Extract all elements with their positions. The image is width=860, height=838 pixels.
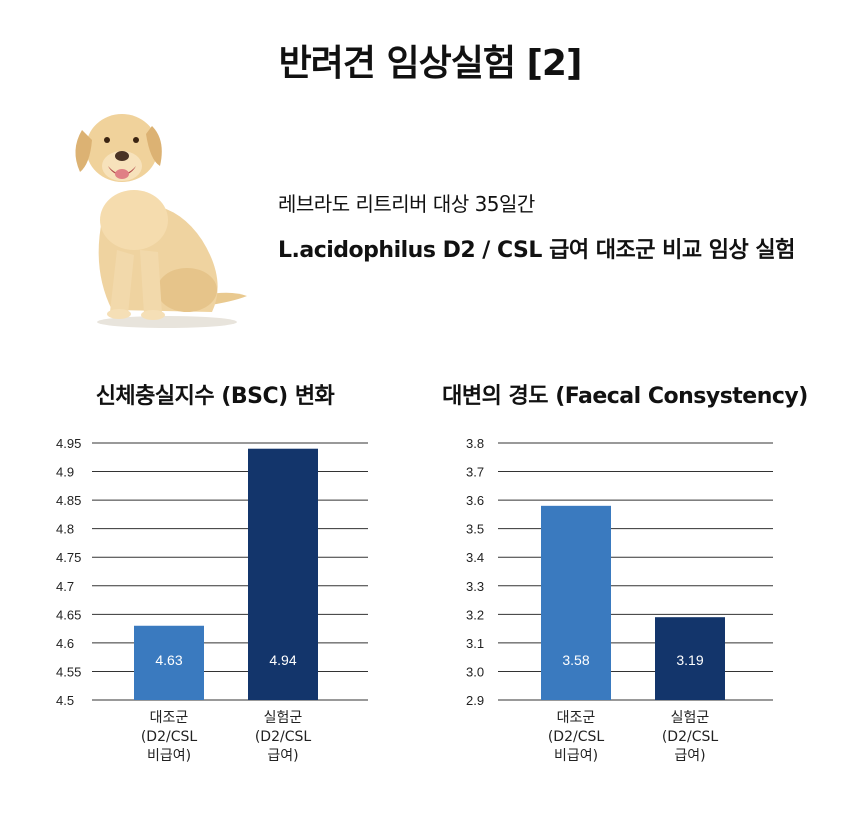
faecal-chart-title: 대변의 경도 (Faecal Consystency): [442, 384, 808, 409]
category-label: 실험군: [671, 710, 710, 726]
y-tick-label: 3.5: [466, 522, 484, 537]
y-tick-label: 3.1: [466, 636, 484, 651]
category-label: (D2/CSL: [662, 729, 719, 745]
bar: [655, 617, 725, 700]
bar-value-label: 3.58: [562, 652, 589, 668]
y-tick-label: 4.8: [56, 522, 74, 537]
y-tick-label: 4.7: [56, 579, 74, 594]
category-label: 급여): [674, 748, 705, 764]
bar: [248, 448, 318, 700]
category-label: (D2/CSL: [548, 729, 605, 745]
bar-value-label: 3.19: [676, 652, 703, 668]
y-tick-label: 4.6: [56, 636, 74, 651]
y-tick-label: 3.4: [466, 550, 484, 565]
category-label: 비급여): [147, 748, 191, 764]
y-tick-label: 3.8: [466, 436, 484, 451]
y-tick-label: 3.3: [466, 579, 484, 594]
bsc-chart-title: 신체충실지수 (BSC) 변화: [95, 384, 335, 409]
y-tick-label: 4.65: [56, 607, 81, 622]
y-tick-label: 3.7: [466, 465, 484, 480]
y-tick-label: 3.0: [466, 664, 484, 679]
study-description-line-2: L.acidophilus D2 / CSL 급여 대조군 비교 임상 실험: [278, 238, 795, 263]
bar: [134, 625, 204, 700]
y-tick-label: 4.9: [56, 465, 74, 480]
category-label: 대조군: [557, 710, 596, 726]
y-tick-label: 3.6: [466, 493, 484, 508]
page-title: 반려견 임상실험 [2]: [278, 43, 583, 84]
y-tick-label: 4.55: [56, 664, 81, 679]
category-label: (D2/CSL: [141, 729, 198, 745]
y-tick-label: 4.5: [56, 693, 74, 708]
y-tick-label: 2.9: [466, 693, 484, 708]
study-description-line-1: 레브라도 리트리버 대상 35일간: [278, 192, 535, 216]
bar-value-label: 4.94: [269, 652, 296, 668]
labrador-dog-illustration: [75, 114, 247, 328]
category-label: (D2/CSL: [255, 729, 312, 745]
bar-value-label: 4.63: [155, 652, 182, 668]
category-label: 대조군: [150, 710, 189, 726]
y-tick-label: 4.75: [56, 550, 81, 565]
y-tick-label: 3.2: [466, 607, 484, 622]
category-label: 실험군: [264, 710, 303, 726]
category-label: 비급여): [554, 748, 598, 764]
category-label: 급여): [267, 748, 298, 764]
y-tick-label: 4.85: [56, 493, 81, 508]
bar: [541, 505, 611, 700]
y-tick-label: 4.95: [56, 436, 81, 451]
